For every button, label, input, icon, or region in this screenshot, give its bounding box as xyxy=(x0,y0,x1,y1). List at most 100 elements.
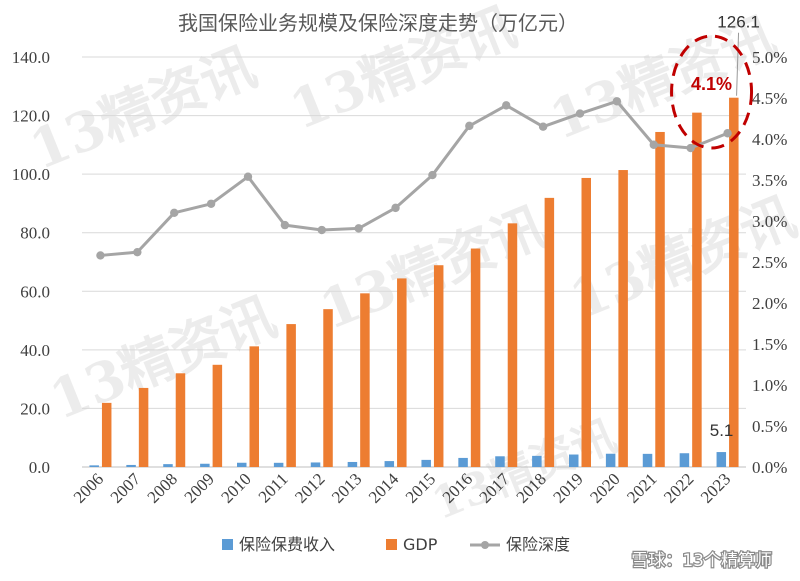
highlight-label: 4.1% xyxy=(691,74,732,94)
watermark-text: 13精资讯 xyxy=(41,284,285,432)
gdp-bar xyxy=(249,346,259,467)
data-labels: 126.1 5.1 xyxy=(710,13,760,440)
watermark-text: 13精资讯 xyxy=(21,34,265,182)
premium-bar xyxy=(273,462,284,467)
premium-bar xyxy=(126,464,136,467)
depth-point xyxy=(354,224,363,233)
chart-title: 我国保险业务规模及保险深度走势（万亿元） xyxy=(178,11,578,35)
gdp-bar xyxy=(397,278,407,467)
watermark-text: 13精资讯 xyxy=(311,194,555,342)
y-left-tick-label: 60.0 xyxy=(20,282,50,301)
premium-bar xyxy=(384,461,395,467)
y-right-tick-label: 0.0% xyxy=(752,458,787,477)
legend-label-gdp: GDP xyxy=(403,535,438,554)
y-right-tick-label: 2.0% xyxy=(752,294,787,313)
premium-bar xyxy=(421,459,431,467)
bars xyxy=(89,97,739,468)
gdp-bar xyxy=(655,131,665,467)
y-axis-left: 0.0 20.0 40.0 60.0 80.0 100.0 120.0 140.0 xyxy=(12,48,50,477)
x-tick-label: 2013 xyxy=(328,469,365,506)
x-tick-label: 2008 xyxy=(144,469,181,506)
depth-point xyxy=(243,172,253,181)
x-axis: 2006 2007 2008 2009 2010 2011 2012 2013 2014 2015… xyxy=(70,469,735,507)
premium-bar xyxy=(458,457,468,467)
depth-point xyxy=(649,140,658,149)
legend-swatch-gdp xyxy=(386,539,397,550)
gdp-bar xyxy=(618,170,628,468)
highlight-annotation: 4.1% xyxy=(670,34,754,150)
depth-point xyxy=(428,170,437,180)
watermark-text: 13精资讯 xyxy=(425,411,623,531)
x-tick-label: 2010 xyxy=(217,469,254,506)
depth-point xyxy=(133,247,142,257)
premium-bar xyxy=(237,462,247,467)
gdp-bar xyxy=(360,293,370,467)
depth-point xyxy=(612,97,622,106)
gdp-bar xyxy=(175,373,186,467)
depth-point xyxy=(280,220,290,230)
legend-label-premium: 保险保费收入 xyxy=(239,535,335,554)
depth-point xyxy=(465,121,474,131)
gdp-bar xyxy=(212,364,223,467)
x-tick-label: 2014 xyxy=(365,469,403,507)
gdp-bar xyxy=(581,177,591,467)
gdp-bar xyxy=(323,309,333,467)
gridlines xyxy=(82,56,746,468)
premium-bar xyxy=(679,453,690,467)
y-axis-right: 0.0% 0.5% 1.0% 1.5% 2.0% 2.5% 3.0% 3.5% 4.0% 4.5%… xyxy=(752,48,787,477)
y-right-tick-label: 5.0% xyxy=(752,48,787,67)
y-right-tick-label: 4.5% xyxy=(752,89,787,108)
y-right-tick-label: 1.0% xyxy=(752,376,787,395)
depth-point xyxy=(723,129,732,138)
highlight-ellipse xyxy=(670,34,754,150)
premium-bar xyxy=(642,453,653,467)
depth-line xyxy=(96,97,732,260)
gdp-bar xyxy=(544,197,555,467)
y-right-tick-label: 4.0% xyxy=(752,130,787,149)
x-tick-label: 2022 xyxy=(660,469,697,506)
premium-bar xyxy=(89,465,99,467)
depth-point xyxy=(206,199,216,208)
credit-text: 雪球：13个精算师 xyxy=(631,551,772,571)
premium-bar xyxy=(200,463,210,467)
y-left-tick-label: 40.0 xyxy=(20,341,50,360)
legend: 保险保费收入 GDP 保险深度 xyxy=(222,535,570,554)
y-left-tick-label: 100.0 xyxy=(12,165,50,184)
x-tick-label: 2021 xyxy=(623,469,660,506)
gdp-bar xyxy=(101,402,112,467)
gdp-bar xyxy=(692,112,702,468)
y-right-tick-label: 0.5% xyxy=(752,417,787,436)
premium-bar xyxy=(569,454,579,467)
depth-point xyxy=(170,208,179,217)
depth-point xyxy=(686,143,695,153)
y-right-tick-label: 2.5% xyxy=(752,253,787,272)
premium-bar xyxy=(495,456,505,467)
y-right-tick-label: 3.5% xyxy=(752,171,787,190)
depth-line-path xyxy=(100,99,729,257)
legend-marker-depth xyxy=(481,541,489,549)
gdp-bar xyxy=(138,387,149,467)
x-tick-label: 2023 xyxy=(697,469,734,506)
x-tick-label: 2009 xyxy=(180,469,217,506)
legend-swatch-premium xyxy=(222,539,233,550)
depth-point xyxy=(575,109,585,118)
depth-point xyxy=(391,203,400,213)
gdp-data-label: 126.1 xyxy=(717,13,760,32)
premium-bar xyxy=(716,452,727,467)
depth-point xyxy=(96,251,105,260)
x-tick-label: 2011 xyxy=(255,469,292,506)
premium-data-label: 5.1 xyxy=(710,421,734,440)
depth-point xyxy=(502,101,511,110)
y-left-tick-label: 80.0 xyxy=(20,224,50,243)
y-left-tick-label: 0.0 xyxy=(29,458,50,477)
legend-label-depth: 保险深度 xyxy=(506,535,570,554)
gdp-bar xyxy=(433,265,444,467)
y-right-tick-label: 1.5% xyxy=(752,335,787,354)
premium-bar xyxy=(605,453,616,467)
depth-point xyxy=(538,122,548,131)
data-label-leader xyxy=(736,32,740,96)
x-tick-label: 2012 xyxy=(291,469,328,506)
x-tick-label: 2020 xyxy=(586,469,623,506)
y-left-tick-label: 140.0 xyxy=(12,48,50,67)
